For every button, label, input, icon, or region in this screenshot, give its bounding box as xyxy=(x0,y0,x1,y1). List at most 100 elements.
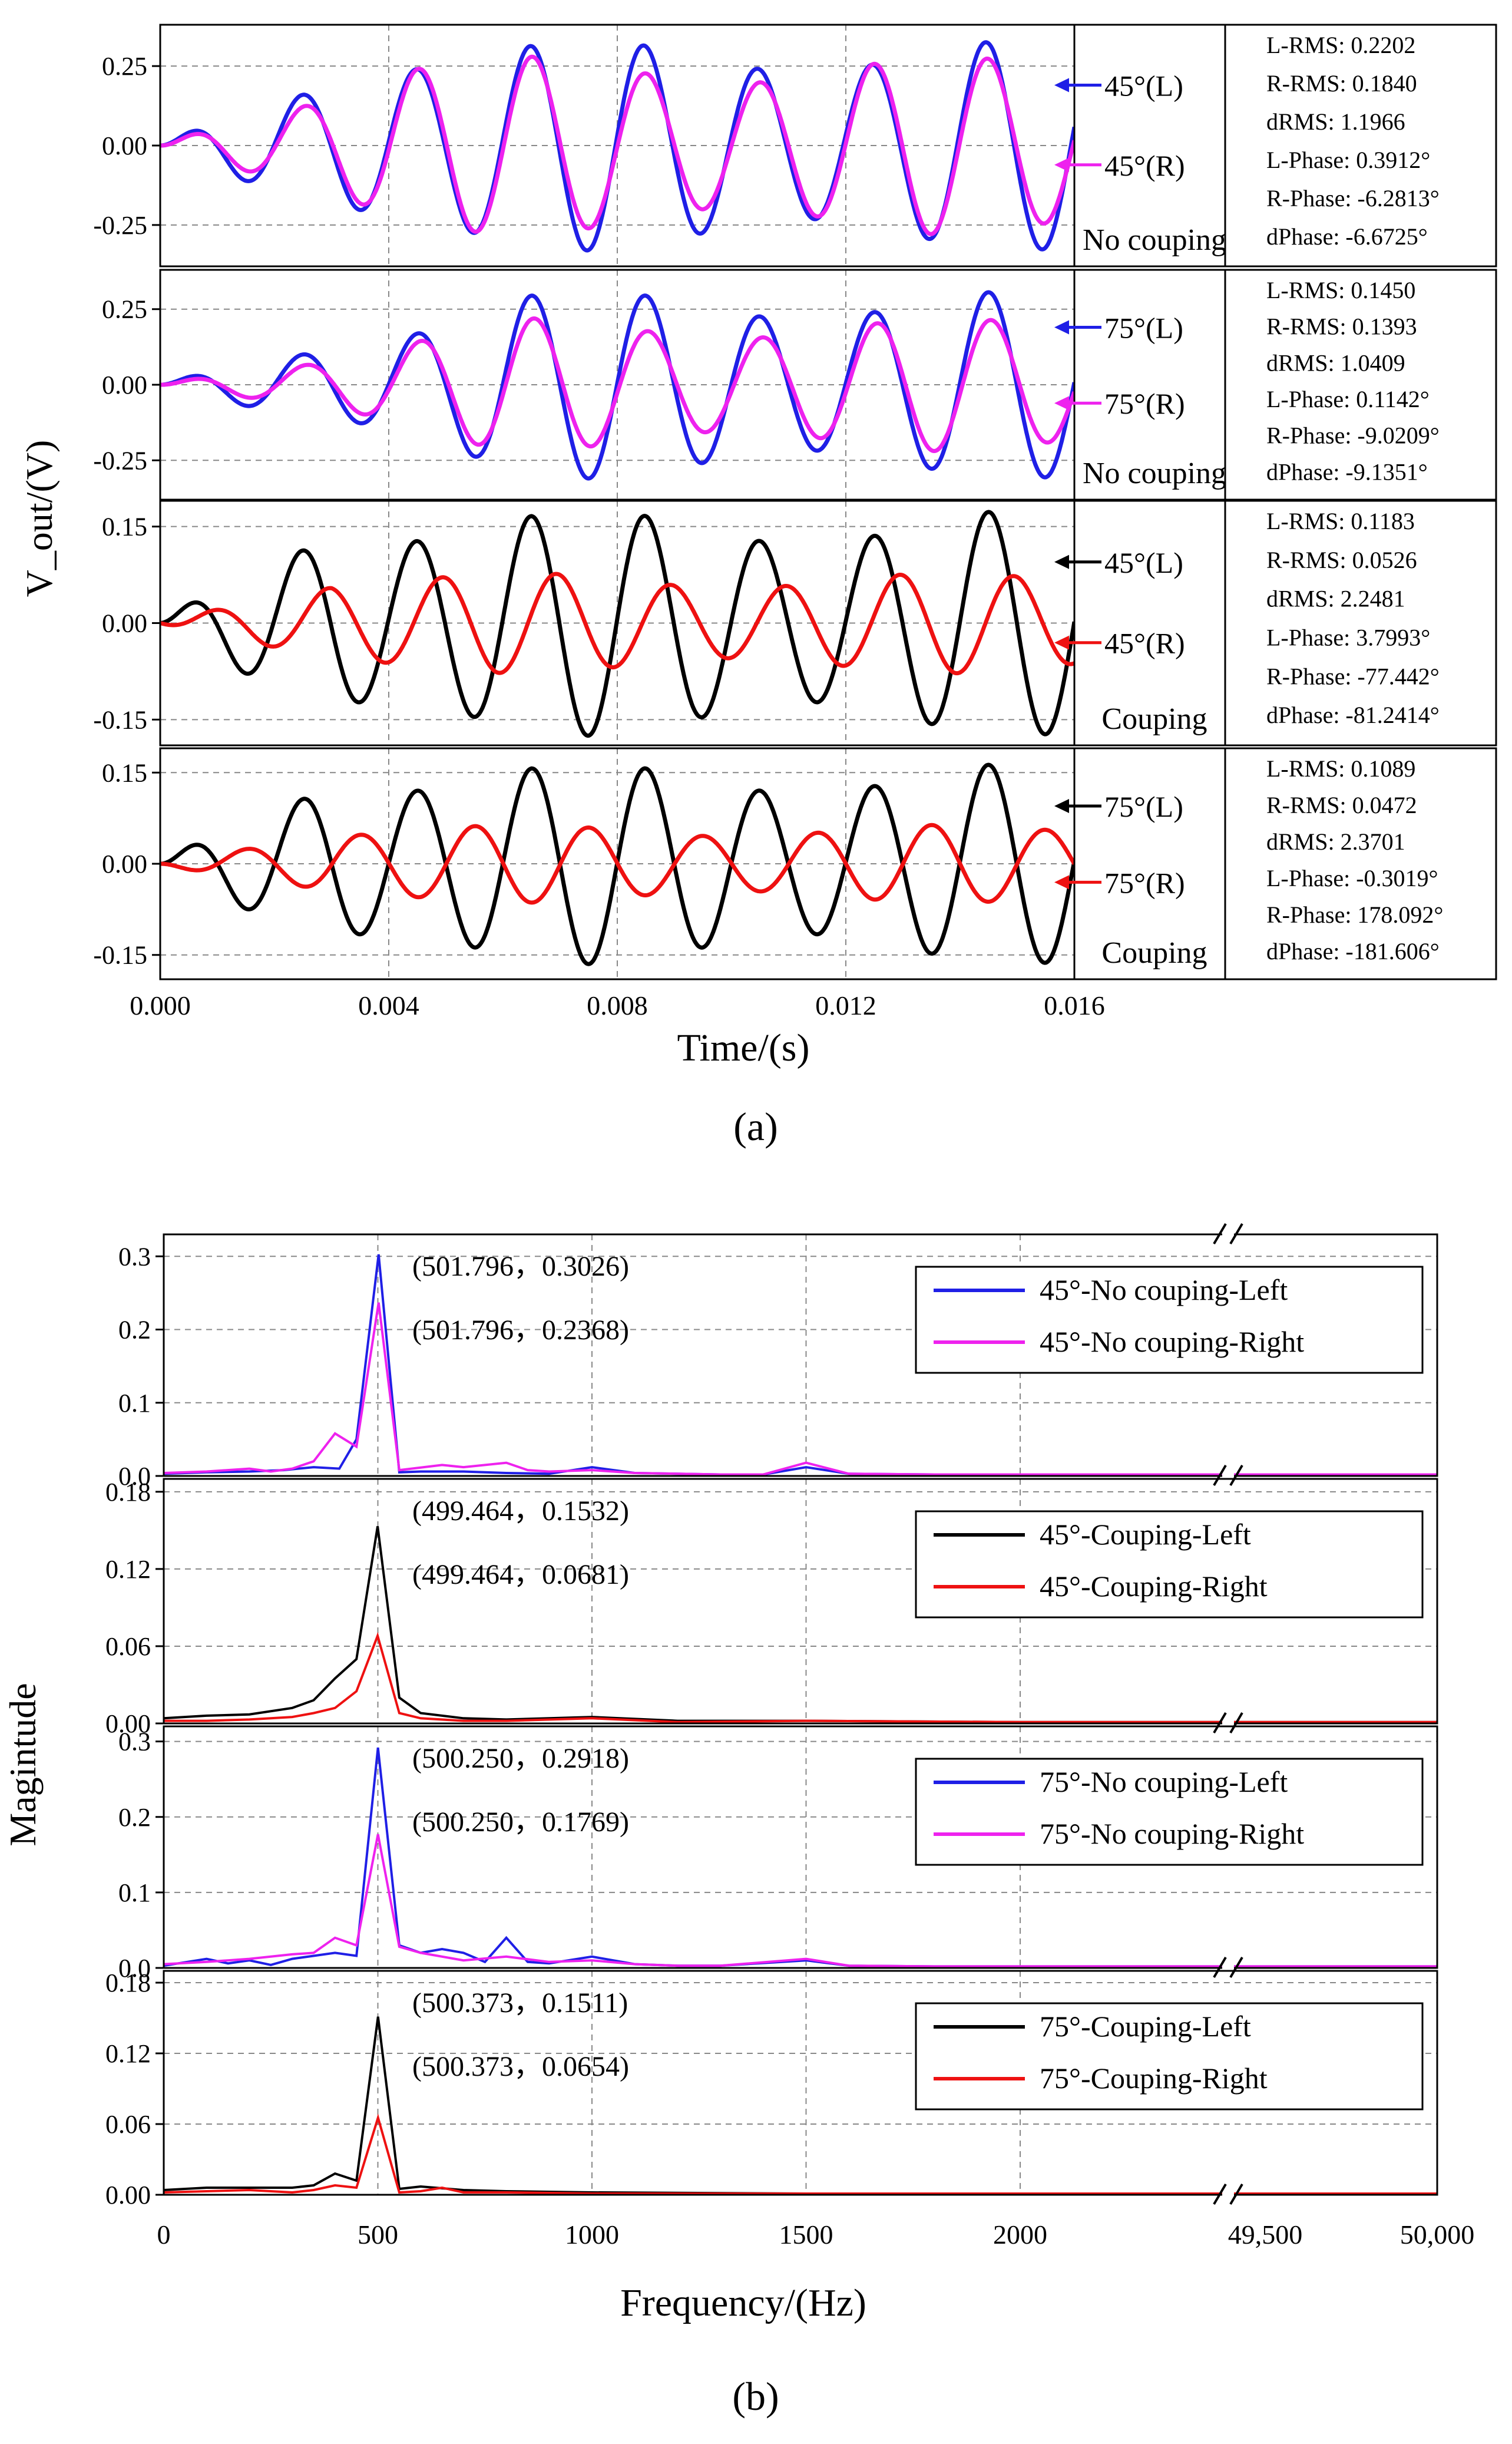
b-y-tick-label: 0.3 xyxy=(118,1242,151,1271)
a-x-tick-label: 0.016 xyxy=(1044,990,1105,1020)
a-x-tick-label: 0.000 xyxy=(130,990,191,1020)
a-stat-line: L-RMS: 0.2202 xyxy=(1266,32,1415,58)
b-subplot-2: 0.18 0.12 0.06 0.00 (499.464，0.1532) (499.464… xyxy=(105,1478,1438,1738)
a-stat-line: R-Phase: -9.0209° xyxy=(1266,422,1440,449)
a-stat-line: L-RMS: 0.1183 xyxy=(1266,508,1415,534)
b-legend-label: 75°-Couping-Right xyxy=(1040,2062,1268,2095)
b-y-tick-label: 0.18 xyxy=(105,1969,151,1997)
a-stat-line: dPhase: -6.6725° xyxy=(1266,223,1428,250)
a-stat-line: L-RMS: 0.1450 xyxy=(1266,277,1415,303)
a-series-line-red xyxy=(160,572,1076,676)
a-y-tick-label: 0.25 xyxy=(102,52,147,81)
b-axis-break-mark xyxy=(1213,1712,1227,1734)
a-condition-label: Couping xyxy=(1101,936,1207,970)
b-legend-label: 75°-No couping-Right xyxy=(1040,1817,1304,1850)
b-peak-annotation: (501.796，0.3026) xyxy=(412,1251,629,1282)
a-y-tick-label: -0.25 xyxy=(93,211,147,240)
a-stat-line: R-Phase: -77.442° xyxy=(1266,663,1440,689)
b-y-tick-label: 0.00 xyxy=(105,2181,151,2209)
b-plot-frame xyxy=(163,1725,1438,1969)
a-arrow-head xyxy=(1054,78,1069,93)
b-peak-annotation: (501.796，0.2368) xyxy=(412,1315,629,1346)
b-peak-annotation: (500.250，0.1769) xyxy=(412,1806,629,1838)
b-x-tick-label: 49,500 xyxy=(1228,2220,1303,2250)
b-spectrum-line-red xyxy=(163,2113,1437,2195)
a-y-tick-label: -0.15 xyxy=(93,941,147,970)
a-arrow-head xyxy=(1054,157,1069,172)
a-series-line-magenta xyxy=(160,316,1077,454)
b-subplot-4: 0.18 0.12 0.06 0.00 (500.373，0.1511) (500.373… xyxy=(105,1969,1438,2209)
a-stat-line: R-RMS: 0.1840 xyxy=(1266,70,1417,97)
a-stat-line: dRMS: 2.2481 xyxy=(1266,586,1405,612)
b-legend-label: 45°-Couping-Left xyxy=(1040,1518,1251,1551)
a-stat-line: R-RMS: 0.0526 xyxy=(1266,547,1417,573)
b-subplot-1: 0.3 0.2 0.1 0.0 (501.796，0.3026) (501.796，0.2… xyxy=(118,1233,1438,1491)
frequency-domain-chart: 0 500 1000 1500 2000 49,500 50,000 0.3 0.2 0.1 0.0… xyxy=(2,1223,1475,2419)
b-axis-break-gap xyxy=(1222,1226,1234,1243)
b-y-tick-label: 0.0 xyxy=(118,1954,151,1983)
b-x-tick-label: 1000 xyxy=(565,2220,619,2250)
a-subplot-3: 0.15 0.00 -0.15 45°(L) 45°(R) Couping L-RMS: 0… xyxy=(93,500,1497,747)
b-peak-annotation: (499.464，0.0681) xyxy=(412,1559,629,1590)
a-arrow-head xyxy=(1054,320,1069,335)
a-y-tick-label: -0.15 xyxy=(93,705,147,734)
a-series-line-magenta xyxy=(160,54,1077,236)
a-y-axis-label: V_out/(V) xyxy=(18,440,60,597)
a-stat-line: L-RMS: 0.1089 xyxy=(1266,755,1415,782)
a-subplot-1: 0.25 0.00 -0.25 45°(L) 45°(R) No couping L-RMS… xyxy=(93,24,1497,267)
a-stat-line: R-RMS: 0.0472 xyxy=(1266,792,1417,818)
b-axis-break-gap xyxy=(1222,1960,1234,1976)
panel-b-label: (b) xyxy=(732,2374,779,2419)
b-y-tick-label: 0.2 xyxy=(118,1803,151,1832)
a-y-tick-label: -0.25 xyxy=(93,446,147,475)
b-subplot-3: 0.3 0.2 0.1 0.0 (500.250，0.2918) (500.250，0.1… xyxy=(118,1725,1438,1983)
a-series-line-black xyxy=(160,510,1077,738)
b-x-tick-label: 50,000 xyxy=(1400,2220,1475,2250)
b-y-tick-label: 0.1 xyxy=(118,1878,151,1907)
a-x-tick-label: 0.008 xyxy=(587,990,648,1020)
a-series-line-red xyxy=(160,823,1077,905)
b-peak-annotation: (500.250，0.2918) xyxy=(412,1743,629,1774)
a-x-axis-label: Time/(s) xyxy=(677,1026,810,1069)
b-axis-break-gap xyxy=(1222,1715,1234,1732)
b-legend-label: 45°-No couping-Right xyxy=(1040,1325,1304,1358)
b-peak-annotation: (500.373，0.0654) xyxy=(412,2051,629,2082)
a-stat-line: L-Phase: 3.7993° xyxy=(1266,625,1430,651)
a-stat-line: dPhase: -9.1351° xyxy=(1266,458,1428,485)
b-x-tick-label: 500 xyxy=(358,2220,398,2250)
a-arrow-head xyxy=(1054,875,1069,890)
a-stats-box xyxy=(1224,24,1497,267)
time-domain-chart: 0.000 0.004 0.008 0.012 0.016 0.25 0.00 -0.25 45… xyxy=(18,24,1497,1149)
a-stat-line: L-Phase: 0.1142° xyxy=(1266,386,1430,412)
b-x-tick-label: 2000 xyxy=(993,2220,1047,2250)
b-x-axis-label: Frequency/(Hz) xyxy=(620,2281,866,2324)
b-peak-annotation: (500.373，0.1511) xyxy=(412,1987,628,2019)
b-spectrum-line-magenta xyxy=(163,1302,1437,1476)
a-subplot-4: 0.15 0.00 -0.15 75°(L) 75°(R) Couping L-RMS: 0… xyxy=(93,747,1497,980)
b-y-tick-label: 0.3 xyxy=(118,1728,151,1756)
a-subplot-2: 0.25 0.00 -0.25 75°(L) 75°(R) No couping L-RMS… xyxy=(93,269,1497,501)
a-stat-line: R-Phase: -6.2813° xyxy=(1266,185,1440,212)
a-series-name-box xyxy=(1073,747,1226,980)
a-stats-box xyxy=(1224,269,1497,501)
a-series-label: 45°(R) xyxy=(1104,149,1185,182)
b-plot-frame xyxy=(163,1478,1438,1725)
b-legend xyxy=(915,1758,1424,1866)
a-y-tick-label: 0.15 xyxy=(102,513,147,541)
a-x-tick-label: 0.004 xyxy=(358,990,419,1020)
b-axis-break-mark xyxy=(1213,1464,1227,1487)
b-x-tick-label: 1500 xyxy=(779,2220,833,2250)
a-stat-line: dPhase: -81.2414° xyxy=(1266,702,1440,728)
a-arrow-head xyxy=(1054,396,1069,411)
b-plot-frame xyxy=(163,1970,1438,2196)
b-legend-label: 75°-Couping-Left xyxy=(1040,2010,1251,2043)
b-legend xyxy=(915,2002,1424,2111)
b-legend xyxy=(915,1510,1424,1619)
a-y-tick-label: 0.25 xyxy=(102,295,147,324)
b-y-tick-label: 0.2 xyxy=(118,1316,151,1345)
b-y-tick-label: 0.06 xyxy=(105,2110,151,2139)
b-y-axis-label: Magintude xyxy=(2,1683,44,1846)
a-y-tick-label: 0.00 xyxy=(102,371,147,399)
a-series-label: 75°(L) xyxy=(1104,790,1183,823)
a-series-name-box xyxy=(1073,269,1226,501)
